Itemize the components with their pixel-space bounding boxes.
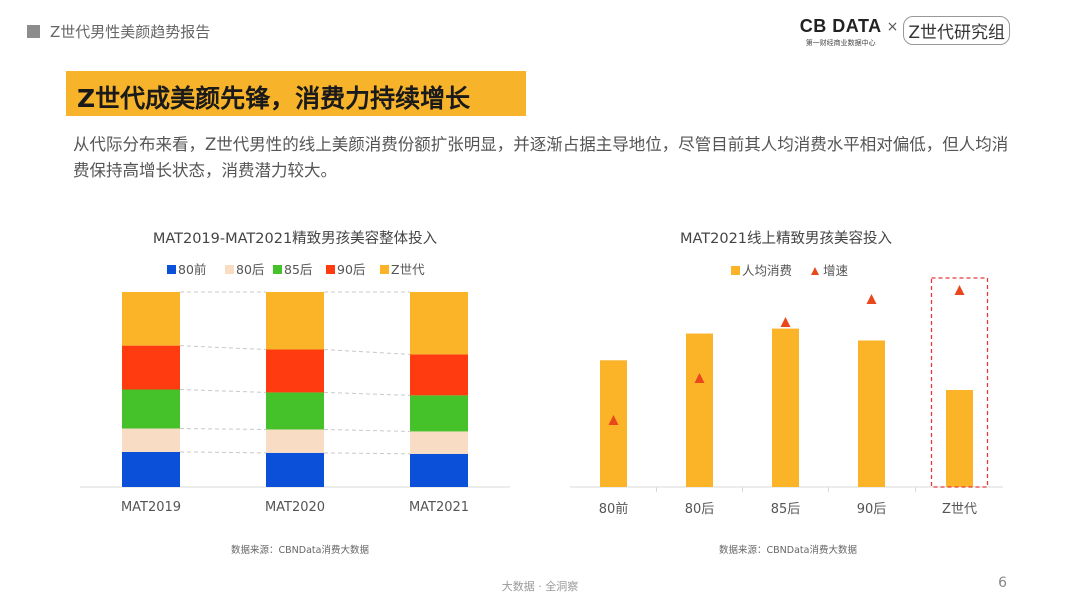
chart1-legend-label: 80前 xyxy=(178,262,206,277)
chart2-bar xyxy=(858,340,885,487)
chart2-growth-marker xyxy=(954,285,965,295)
chart2-growth-marker xyxy=(780,317,791,327)
chart2-legend-swatch xyxy=(731,266,740,275)
chart1-legend-swatch xyxy=(273,265,282,274)
chart1-x-tick-label: MAT2021 xyxy=(409,500,469,515)
chart2-legend-triangle-icon xyxy=(811,267,819,275)
chart1-bar-segment xyxy=(410,395,468,432)
chart1-connector-line xyxy=(323,428,411,432)
headline-banner: Z世代成美颜先锋，消费力持续增长 xyxy=(66,71,526,116)
chart1-connector-line xyxy=(179,389,267,393)
chart2-highlight-box xyxy=(930,277,989,488)
chart1-legend-swatch xyxy=(167,265,176,274)
chart1-source: 数据来源：CBNData消费大数据 xyxy=(231,544,369,556)
chart1-bar-segment xyxy=(122,292,180,346)
chart1-bar-segment xyxy=(410,354,468,396)
chart1-bar-segment xyxy=(266,452,324,487)
chart1-x-tick-label: MAT2020 xyxy=(265,500,325,515)
chart2-legend-label: 人均消费 xyxy=(742,263,792,278)
chart1-legend-label: 85后 xyxy=(284,262,312,277)
chart2-title: MAT2021线上精致男孩美容投入 xyxy=(680,230,892,247)
chart1-bar-segment xyxy=(122,389,180,429)
report-title: Z世代男性美颜趋势报告 xyxy=(50,23,211,41)
chart1-bar-segment xyxy=(122,345,180,390)
chart1-bar-segment xyxy=(122,451,180,487)
slide-description: 从代际分布来看，Z世代男性的线上美颜消费份额扩张明显，并逐渐占据主导地位，尽管目… xyxy=(73,135,1009,180)
chart2-x-tick-label: Z世代 xyxy=(942,502,977,517)
chart1-title: MAT2019-MAT2021精致男孩美容整体投入 xyxy=(153,230,437,247)
chart1-x-tick-label: MAT2019 xyxy=(121,500,181,515)
cbndata-logo-text: CB DATA xyxy=(799,16,882,36)
header-square-icon xyxy=(27,25,40,38)
chart2-x-tick-label: 85后 xyxy=(771,502,801,517)
partner-logo: Z世代研究组 xyxy=(903,16,1010,45)
page-number: 6 xyxy=(998,575,1007,591)
chart2-legend-label: 增速 xyxy=(823,263,849,278)
chart2-bar xyxy=(772,328,799,487)
chart2-x-tick-label: 80前 xyxy=(599,501,629,517)
chart2-x-tick-label: 80后 xyxy=(685,502,715,517)
chart1-bar-segment xyxy=(410,453,468,487)
chart2-source: 数据来源：CBNData消费大数据 xyxy=(719,544,857,556)
chart1-bar-segment xyxy=(266,429,324,453)
chart1-legend-label: 90后 xyxy=(337,262,365,277)
cbndata-logo: CB DATA 第一财经商业数据中心 xyxy=(800,16,882,48)
chart1-legend-swatch xyxy=(380,265,389,274)
chart1-legend-label: 80后 xyxy=(236,262,264,277)
chart1-legend-swatch xyxy=(225,265,234,274)
chart1-bar-segment xyxy=(410,431,468,454)
chart2-bar xyxy=(946,389,973,487)
brand-logo: CB DATA 第一财经商业数据中心 × Z世代研究组 xyxy=(800,16,1010,48)
chart2-growth-marker xyxy=(608,415,619,425)
chart1-bar-segment xyxy=(266,292,324,350)
chart1-bar-segment xyxy=(122,428,180,452)
chart1-connector-line xyxy=(179,345,267,351)
chart2-x-tick-label: 90后 xyxy=(857,502,887,517)
header-bar: Z世代男性美颜趋势报告 xyxy=(27,21,210,42)
chart1-bar-segment xyxy=(410,292,468,355)
chart2-growth-marker xyxy=(694,373,705,383)
chart2-growth-marker xyxy=(866,294,877,304)
chart1-bar-segment xyxy=(266,349,324,393)
chart1-connector-line xyxy=(179,451,267,454)
chart1-connector-line xyxy=(323,391,411,396)
chart1-connector-line xyxy=(323,349,411,355)
chart2-bar xyxy=(686,333,713,487)
slide-headline: Z世代成美颜先锋，消费力持续增长 xyxy=(77,84,471,113)
chart1-legend-swatch xyxy=(326,265,335,274)
chart1-connector-line xyxy=(323,452,411,455)
cbndata-logo-subtitle: 第一财经商业数据中心 xyxy=(805,39,876,47)
footer-tagline: 大数据 · 全洞察 xyxy=(501,580,579,593)
chart1-connector-line xyxy=(179,428,267,430)
logo-separator: × xyxy=(886,19,899,35)
chart1-bar-segment xyxy=(266,392,324,430)
chart1-legend-label: Z世代 xyxy=(391,262,425,277)
